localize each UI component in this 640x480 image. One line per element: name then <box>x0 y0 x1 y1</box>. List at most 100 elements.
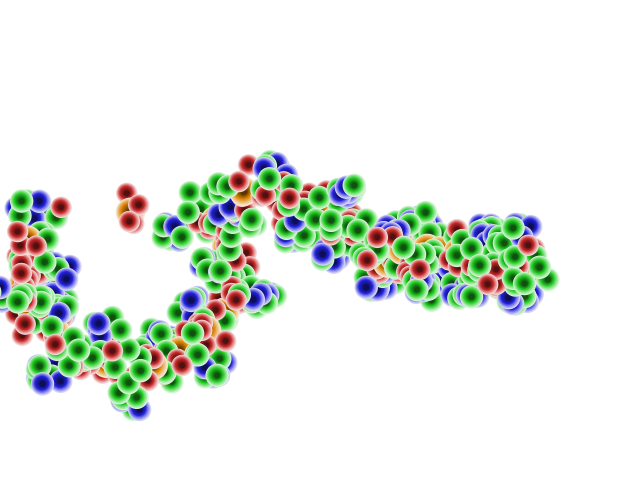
Circle shape <box>462 292 467 297</box>
Circle shape <box>222 211 230 220</box>
Circle shape <box>206 188 214 197</box>
Circle shape <box>239 216 261 238</box>
Circle shape <box>377 252 397 272</box>
Circle shape <box>209 288 229 308</box>
Circle shape <box>190 331 195 336</box>
Circle shape <box>516 228 532 244</box>
Circle shape <box>258 294 273 310</box>
Circle shape <box>29 239 43 252</box>
Circle shape <box>223 213 241 230</box>
Circle shape <box>144 356 161 373</box>
Circle shape <box>362 255 372 265</box>
Circle shape <box>33 320 36 324</box>
Circle shape <box>37 246 46 254</box>
Circle shape <box>499 247 503 252</box>
Circle shape <box>189 342 202 355</box>
Circle shape <box>127 381 131 385</box>
Circle shape <box>225 187 233 195</box>
Circle shape <box>372 265 386 279</box>
Circle shape <box>53 337 59 343</box>
Circle shape <box>18 209 29 220</box>
Circle shape <box>266 158 281 173</box>
Circle shape <box>34 251 56 273</box>
Circle shape <box>470 263 486 278</box>
Circle shape <box>252 285 269 302</box>
Circle shape <box>276 218 296 238</box>
Circle shape <box>386 232 396 242</box>
Circle shape <box>266 192 286 213</box>
Circle shape <box>156 217 171 233</box>
Circle shape <box>495 255 511 271</box>
Circle shape <box>125 214 143 232</box>
Circle shape <box>182 302 202 322</box>
Circle shape <box>111 320 131 340</box>
Circle shape <box>370 240 384 254</box>
Circle shape <box>342 238 355 251</box>
Circle shape <box>369 246 382 259</box>
Circle shape <box>259 168 279 188</box>
Circle shape <box>379 228 387 237</box>
Circle shape <box>106 344 124 361</box>
Circle shape <box>154 342 163 351</box>
Circle shape <box>506 271 520 284</box>
Circle shape <box>46 338 68 360</box>
Circle shape <box>204 214 224 234</box>
Circle shape <box>17 255 23 262</box>
Circle shape <box>465 259 477 271</box>
Circle shape <box>337 184 353 200</box>
Circle shape <box>113 370 122 378</box>
Circle shape <box>382 228 387 232</box>
Circle shape <box>65 357 83 375</box>
Circle shape <box>444 253 457 267</box>
Circle shape <box>27 367 49 389</box>
Circle shape <box>468 269 476 277</box>
Circle shape <box>490 261 509 280</box>
Circle shape <box>77 348 97 369</box>
Circle shape <box>387 231 397 241</box>
Circle shape <box>134 201 142 208</box>
Circle shape <box>522 281 527 286</box>
Circle shape <box>149 331 163 344</box>
Circle shape <box>397 263 415 280</box>
Circle shape <box>211 216 220 224</box>
Circle shape <box>0 278 8 296</box>
Circle shape <box>257 192 265 200</box>
Circle shape <box>29 304 45 320</box>
Circle shape <box>52 362 58 369</box>
Circle shape <box>163 372 166 376</box>
Circle shape <box>207 273 224 290</box>
Circle shape <box>350 229 366 245</box>
Circle shape <box>277 219 285 227</box>
Circle shape <box>244 295 258 308</box>
Circle shape <box>169 340 189 360</box>
Circle shape <box>116 325 125 334</box>
Circle shape <box>220 312 233 326</box>
Circle shape <box>54 346 60 352</box>
Circle shape <box>250 300 263 313</box>
Circle shape <box>14 327 30 343</box>
Circle shape <box>477 275 498 294</box>
Circle shape <box>421 215 443 237</box>
Circle shape <box>22 267 38 283</box>
Circle shape <box>510 301 515 306</box>
Circle shape <box>411 251 417 257</box>
Circle shape <box>278 228 292 241</box>
Circle shape <box>339 224 347 232</box>
Circle shape <box>215 351 237 373</box>
Circle shape <box>208 364 212 369</box>
Circle shape <box>472 224 485 238</box>
Circle shape <box>44 326 63 345</box>
Circle shape <box>323 212 338 228</box>
Circle shape <box>369 288 373 292</box>
Circle shape <box>232 198 243 209</box>
Circle shape <box>18 270 24 276</box>
Circle shape <box>95 366 109 380</box>
Circle shape <box>173 308 182 317</box>
Circle shape <box>33 294 48 310</box>
Circle shape <box>347 243 351 247</box>
Circle shape <box>189 347 205 362</box>
Circle shape <box>469 214 491 236</box>
Circle shape <box>358 231 374 247</box>
Circle shape <box>514 302 518 306</box>
Circle shape <box>449 291 455 298</box>
